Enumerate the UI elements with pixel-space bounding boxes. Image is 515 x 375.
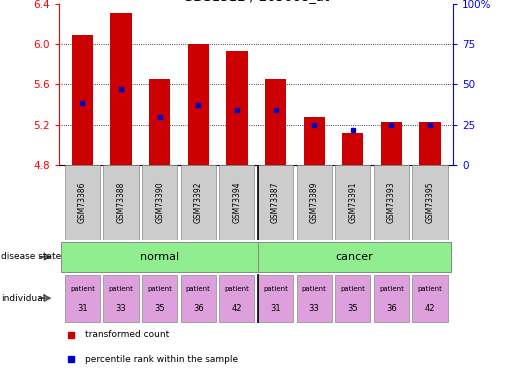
- Bar: [258, 275, 293, 321]
- Text: GSM73392: GSM73392: [194, 182, 203, 223]
- Text: patient: patient: [70, 286, 95, 292]
- Text: 31: 31: [77, 304, 88, 313]
- Text: 42: 42: [425, 304, 435, 313]
- Text: transformed count: transformed count: [85, 330, 169, 339]
- Text: GSM73387: GSM73387: [271, 182, 280, 223]
- Bar: [142, 165, 177, 240]
- Text: 35: 35: [154, 304, 165, 313]
- Bar: [226, 51, 248, 165]
- Text: 31: 31: [270, 304, 281, 313]
- Text: GSM73395: GSM73395: [425, 182, 435, 224]
- Bar: [110, 13, 132, 165]
- Bar: [303, 117, 325, 165]
- Text: patient: patient: [263, 286, 288, 292]
- Bar: [65, 165, 100, 240]
- Bar: [297, 275, 332, 321]
- Text: 33: 33: [116, 304, 126, 313]
- Bar: [413, 165, 448, 240]
- Text: 42: 42: [232, 304, 242, 313]
- Bar: [187, 44, 209, 165]
- Text: patient: patient: [186, 286, 211, 292]
- Text: patient: patient: [109, 286, 133, 292]
- Text: patient: patient: [302, 286, 327, 292]
- Text: GSM73391: GSM73391: [348, 182, 357, 223]
- Bar: [335, 275, 370, 321]
- Bar: [381, 122, 402, 165]
- Text: GSM73386: GSM73386: [78, 182, 87, 223]
- Text: GSM73388: GSM73388: [116, 182, 126, 223]
- Text: patient: patient: [225, 286, 249, 292]
- Bar: [149, 80, 170, 165]
- Text: 33: 33: [309, 304, 319, 313]
- Text: GSM73393: GSM73393: [387, 182, 396, 224]
- Bar: [335, 165, 370, 240]
- Text: patient: patient: [340, 286, 365, 292]
- Text: GSM73394: GSM73394: [232, 182, 242, 224]
- Bar: [181, 165, 216, 240]
- Bar: [374, 275, 409, 321]
- Text: GSM73390: GSM73390: [155, 182, 164, 224]
- Text: GSM73389: GSM73389: [310, 182, 319, 223]
- Bar: [265, 80, 286, 165]
- Bar: [219, 165, 254, 240]
- Bar: [219, 275, 254, 321]
- Bar: [297, 165, 332, 240]
- Text: patient: patient: [379, 286, 404, 292]
- Text: individual: individual: [1, 294, 45, 303]
- Bar: [342, 133, 364, 165]
- Bar: [142, 275, 177, 321]
- Bar: [413, 275, 448, 321]
- Text: 36: 36: [193, 304, 203, 313]
- Bar: [104, 165, 139, 240]
- Bar: [61, 242, 258, 272]
- Bar: [258, 242, 451, 272]
- Bar: [258, 165, 293, 240]
- Text: percentile rank within the sample: percentile rank within the sample: [85, 355, 238, 364]
- Text: cancer: cancer: [336, 252, 373, 262]
- Text: normal: normal: [140, 252, 179, 262]
- Bar: [65, 275, 100, 321]
- Text: disease state: disease state: [1, 252, 61, 261]
- Bar: [181, 275, 216, 321]
- Bar: [374, 165, 409, 240]
- Bar: [104, 275, 139, 321]
- Text: patient: patient: [147, 286, 172, 292]
- Bar: [72, 35, 93, 165]
- Text: 36: 36: [386, 304, 397, 313]
- Text: 35: 35: [348, 304, 358, 313]
- Bar: [419, 122, 441, 165]
- Title: GDS1312 / 205668_at: GDS1312 / 205668_at: [183, 0, 329, 3]
- Text: patient: patient: [418, 286, 442, 292]
